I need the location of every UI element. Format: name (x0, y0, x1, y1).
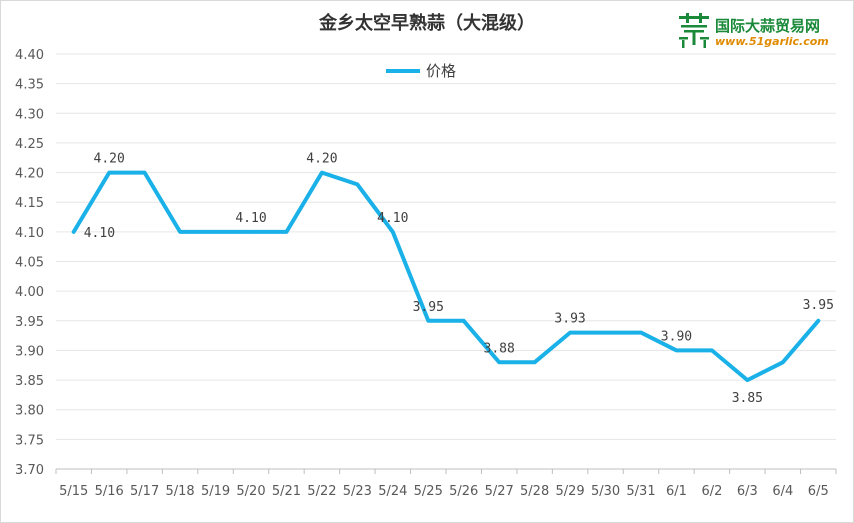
site-logo: 国际大蒜贸易网 www.51garlic.com (677, 13, 847, 53)
data-point (72, 230, 76, 234)
x-tick-label: 5/17 (130, 484, 159, 499)
legend-label: 价格 (426, 62, 457, 80)
series-line-layer (71, 170, 821, 383)
x-tick-label: 5/31 (626, 484, 655, 499)
logo-site-name: 国际大蒜贸易网 (715, 17, 821, 35)
y-tick-label: 4.10 (15, 226, 44, 241)
y-tick-label: 3.80 (15, 404, 44, 419)
data-point (533, 360, 537, 364)
x-tick-label: 5/28 (520, 484, 549, 499)
data-point (107, 170, 111, 175)
x-tick-label: 6/3 (737, 484, 758, 499)
data-label: 4.20 (306, 152, 337, 167)
x-tick-label: 5/16 (95, 484, 124, 499)
data-point (603, 331, 608, 335)
data-point (391, 230, 395, 234)
y-tick-label: 3.95 (15, 315, 44, 330)
logo-site-url: www.51garlic.com (715, 35, 829, 48)
data-label: 4.10 (84, 226, 115, 241)
grid-lines (56, 53, 836, 470)
data-point (639, 331, 643, 335)
data-label: 3.85 (732, 391, 763, 406)
x-tick-label: 5/24 (378, 484, 407, 499)
data-label-layer: 4.10 4.20 4.10 4.20 4.10 3.95 3.88 3.93 3.90 3.85… (84, 152, 834, 407)
data-point (462, 319, 466, 323)
x-tick-label: 5/21 (272, 484, 301, 499)
y-tick-label: 4.35 (15, 78, 44, 93)
y-tick-label: 3.85 (15, 374, 44, 389)
data-point (781, 360, 785, 364)
axes (55, 468, 837, 474)
data-point (745, 378, 749, 382)
y-tick-label: 4.05 (15, 256, 44, 271)
x-tick-label: 5/26 (449, 484, 478, 499)
y-tick-labels: 3.70 3.75 3.80 3.85 3.90 3.95 4.00 4.05 4.10 4.15… (15, 48, 44, 478)
data-label: 4.10 (377, 211, 408, 226)
garlic-logo-icon (679, 13, 709, 48)
x-tick-label: 5/19 (201, 484, 230, 499)
data-point (426, 319, 430, 323)
data-label: 3.93 (554, 312, 585, 327)
data-point (249, 230, 253, 234)
y-tick-label: 3.90 (15, 344, 44, 359)
y-tick-label: 3.70 (15, 463, 44, 478)
x-tick-label: 5/27 (485, 484, 514, 499)
y-tick-label: 4.20 (15, 167, 44, 182)
data-point (178, 230, 182, 234)
legend-swatch (386, 69, 420, 73)
data-label: 3.88 (484, 341, 515, 356)
data-point (320, 170, 324, 175)
y-tick-label: 4.00 (15, 285, 44, 300)
data-point (497, 360, 501, 364)
data-point (674, 348, 679, 353)
data-point (816, 319, 820, 323)
data-point (284, 230, 289, 234)
x-tick-label: 5/20 (236, 484, 265, 499)
x-tick-label: 5/23 (343, 484, 372, 499)
x-tick-label: 5/29 (555, 484, 584, 499)
x-tick-label: 6/1 (666, 484, 687, 499)
y-tick-label: 4.30 (15, 107, 44, 122)
x-tick-label: 6/4 (772, 484, 793, 499)
series-line-0 (71, 170, 821, 383)
y-tick-label: 3.75 (15, 433, 44, 448)
data-label: 3.95 (803, 298, 834, 313)
x-tick-label: 5/25 (414, 484, 443, 499)
x-tick-label: 5/15 (59, 484, 88, 499)
chart-title: 金乡太空早熟蒜（大混级） (319, 13, 535, 34)
y-tick-label: 4.40 (15, 48, 44, 63)
data-point (213, 230, 218, 234)
y-tick-label: 4.25 (15, 137, 44, 152)
data-point (355, 182, 359, 187)
data-label: 3.95 (413, 300, 444, 315)
x-tick-label: 6/5 (808, 484, 829, 499)
x-tick-label: 5/30 (591, 484, 620, 499)
data-label: 3.90 (661, 329, 692, 344)
data-label: 4.20 (94, 152, 125, 167)
data-point (710, 348, 714, 353)
data-point (568, 331, 572, 335)
x-tick-label: 5/22 (307, 484, 336, 499)
x-tick-labels: 5/15 5/16 5/17 5/18 5/19 5/20 5/21 5/22 5/23 5/24… (59, 484, 829, 499)
x-tick-label: 5/18 (165, 484, 194, 499)
y-tick-label: 4.15 (15, 196, 44, 211)
x-tick-label: 6/2 (701, 484, 722, 499)
data-point (143, 170, 147, 175)
data-label: 4.10 (235, 211, 266, 226)
